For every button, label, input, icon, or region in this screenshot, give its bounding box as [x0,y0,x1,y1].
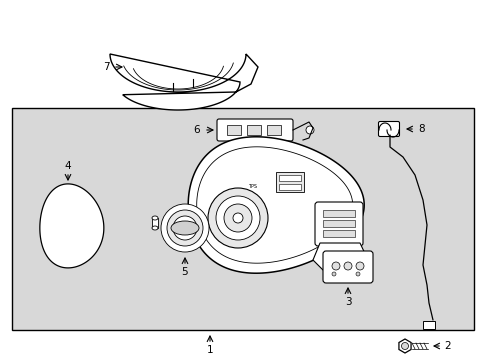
FancyBboxPatch shape [217,119,292,141]
Text: 1: 1 [206,345,213,355]
Bar [226,125,241,135]
FancyBboxPatch shape [314,202,362,246]
Bar [12,108,473,330]
FancyBboxPatch shape [323,251,372,283]
Circle shape [331,262,339,270]
Bar [246,125,261,135]
Circle shape [355,272,359,276]
Circle shape [224,204,251,232]
Circle shape [161,204,208,252]
Circle shape [232,213,243,223]
Bar [323,220,354,227]
Text: 5: 5 [182,267,188,277]
Text: 3: 3 [344,297,350,307]
Polygon shape [110,54,258,110]
Text: 8: 8 [418,124,425,134]
Bar [279,175,301,181]
Bar [422,321,434,329]
Polygon shape [398,339,410,353]
Bar [323,230,354,237]
Circle shape [305,126,313,134]
Circle shape [216,196,260,240]
Circle shape [343,262,351,270]
Text: 2: 2 [444,341,450,351]
Polygon shape [312,243,367,272]
Circle shape [401,342,407,350]
Text: 7: 7 [102,62,109,72]
Bar [275,172,304,192]
Circle shape [173,216,197,240]
Ellipse shape [171,221,199,235]
Circle shape [331,272,335,276]
Ellipse shape [152,216,158,220]
Polygon shape [40,184,103,268]
Ellipse shape [152,226,158,230]
Bar [266,125,281,135]
Text: 4: 4 [64,161,71,171]
Circle shape [179,222,191,234]
Bar [279,184,301,190]
Bar [323,210,354,217]
Polygon shape [188,137,364,273]
FancyBboxPatch shape [378,122,399,136]
Text: 6: 6 [193,125,200,135]
Text: TPS: TPS [248,184,257,189]
Circle shape [207,188,267,248]
Circle shape [355,262,363,270]
Circle shape [167,210,203,246]
Bar [152,218,158,228]
